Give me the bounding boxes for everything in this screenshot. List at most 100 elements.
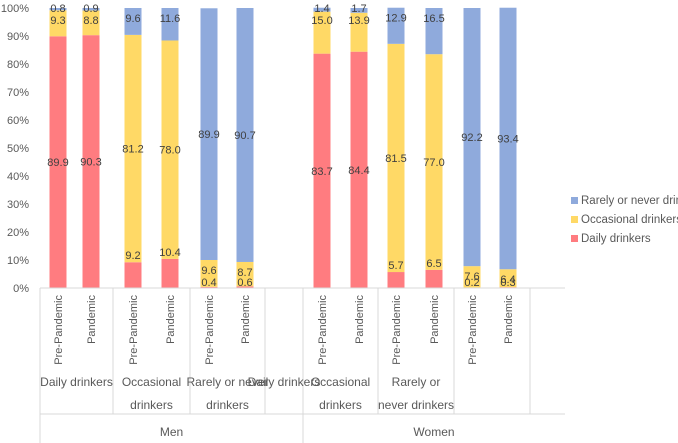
bar-segment xyxy=(200,260,218,287)
data-label: 90.7 xyxy=(234,130,255,142)
data-label: 90.3 xyxy=(80,157,101,169)
bar-segment xyxy=(236,8,254,262)
data-label: 13.9 xyxy=(348,15,369,27)
data-label: 92.2 xyxy=(461,132,482,144)
x-bar-label: Pandemic xyxy=(503,295,515,344)
data-label: 7.6 xyxy=(464,271,479,283)
y-tick-label: 60% xyxy=(7,115,29,127)
data-label: 9.3 xyxy=(50,15,65,27)
bar-segment xyxy=(161,8,179,41)
x-subgroup-label: drinkers xyxy=(130,398,173,412)
bar-segment xyxy=(425,8,443,55)
data-label: 9.6 xyxy=(201,265,216,277)
x-axis: Pre-Pandemic Pandemic Pre-Pandemic Pandemic… xyxy=(39,287,565,443)
bar-segment xyxy=(236,261,254,287)
data-label: 0.8 xyxy=(50,3,65,15)
x-subgroup-label: Rarely or never xyxy=(186,375,268,389)
y-tick-label: 90% xyxy=(7,31,29,43)
x-bar-label: Pandemic xyxy=(429,295,441,344)
x-bar-label: Pre-Pandemic xyxy=(204,295,216,365)
bar-segment xyxy=(200,8,218,261)
x-bar-label: Pandemic xyxy=(86,295,98,344)
legend-swatch xyxy=(571,235,578,242)
x-bar-label: Pandemic xyxy=(240,295,252,344)
x-bar-label: Pre-Pandemic xyxy=(53,295,65,365)
data-label: 1.4 xyxy=(314,3,329,15)
x-bar-label: Pre-Pandemic xyxy=(128,295,140,365)
bar-segment xyxy=(124,262,142,288)
bar-segment xyxy=(387,7,405,44)
x-subgroup-label: drinkers xyxy=(206,398,249,412)
x-subgroup-label: Daily drinkers xyxy=(248,375,321,389)
legend-swatch xyxy=(571,216,578,223)
bar-segment xyxy=(499,269,517,288)
bar-segment xyxy=(350,8,368,13)
bar-segment xyxy=(463,266,481,288)
data-label: 10.4 xyxy=(159,247,180,259)
data-label: 15.0 xyxy=(311,15,332,27)
bar-segment xyxy=(313,53,331,288)
bar-segment xyxy=(82,8,100,11)
y-tick-label: 70% xyxy=(7,87,29,99)
data-label: 89.9 xyxy=(198,129,219,141)
data-label: 0.6 xyxy=(237,277,252,289)
data-label: 8.8 xyxy=(83,15,98,27)
y-tick-label: 0% xyxy=(13,283,29,295)
data-label: 83.7 xyxy=(311,166,332,178)
data-label: 77.0 xyxy=(423,157,444,169)
y-tick-label: 30% xyxy=(7,199,29,211)
bars: 0.89.3 89.9 0.98.8 90.3 9.6 81.2 9.2 11.6 78.0 10… xyxy=(47,3,518,289)
data-label: 0.9 xyxy=(83,3,98,15)
y-tick-label: 40% xyxy=(7,171,29,183)
bar-segment xyxy=(161,40,179,259)
x-bar-label: Pre-Pandemic xyxy=(391,295,403,365)
bar-segment xyxy=(200,286,218,288)
data-label: 0.2 xyxy=(464,277,479,289)
y-tick-label: 80% xyxy=(7,59,29,71)
bar-segment xyxy=(49,10,67,37)
bar-segment xyxy=(425,54,443,270)
bar-segment xyxy=(82,35,100,288)
y-tick-label: 10% xyxy=(7,255,29,267)
data-label: 1.7 xyxy=(351,3,366,15)
bar-segment xyxy=(82,10,100,36)
x-subgroup-label: never drinkers xyxy=(378,398,454,412)
bar-segment xyxy=(499,7,517,270)
data-label: 78.0 xyxy=(159,145,180,157)
y-tick-label: 50% xyxy=(7,143,29,155)
data-label: 9.2 xyxy=(125,250,140,262)
x-subgroup-label: Rarely or xyxy=(392,375,441,389)
bar-segment xyxy=(425,269,443,288)
data-label: 12.9 xyxy=(385,13,406,25)
data-label: 8.7 xyxy=(237,267,252,279)
y-tick-label: 20% xyxy=(7,227,29,239)
bar-segment xyxy=(313,7,331,12)
data-label: 11.6 xyxy=(160,13,181,25)
x-subgroup-label: Daily drinkers xyxy=(40,375,113,389)
y-axis: 0% 10% 20% 30% 40% 50% 60% 70% 80% 90% 100% xyxy=(1,3,29,295)
bar-segment xyxy=(161,258,179,288)
legend-label: Daily drinkers xyxy=(581,233,651,245)
legend: Rarely or never drinkers Occasional drink… xyxy=(571,195,678,245)
bar-segment xyxy=(124,34,142,263)
data-label: 81.2 xyxy=(122,144,143,156)
data-label: 0.4 xyxy=(201,277,216,289)
data-label: 89.9 xyxy=(47,157,68,169)
x-bar-label: Pre-Pandemic xyxy=(467,295,479,365)
data-label: 6.4 xyxy=(500,274,515,286)
x-bar-label: Pandemic xyxy=(165,295,177,344)
bar-segment xyxy=(463,8,481,267)
bar-segment xyxy=(49,8,67,11)
bar-segment xyxy=(387,43,405,273)
x-group-label: Men xyxy=(160,425,183,439)
legend-label: Rarely or never drinkers xyxy=(581,195,678,207)
x-subgroup-label: Occasional xyxy=(311,375,370,389)
bar-segment xyxy=(350,12,368,52)
bar-segment xyxy=(387,272,405,288)
data-label: 0.3 xyxy=(500,277,515,289)
data-label: 81.5 xyxy=(385,153,406,165)
data-label: 5.7 xyxy=(388,260,403,272)
bar-segment xyxy=(124,8,142,35)
x-bar-label: Pre-Pandemic xyxy=(317,295,329,365)
